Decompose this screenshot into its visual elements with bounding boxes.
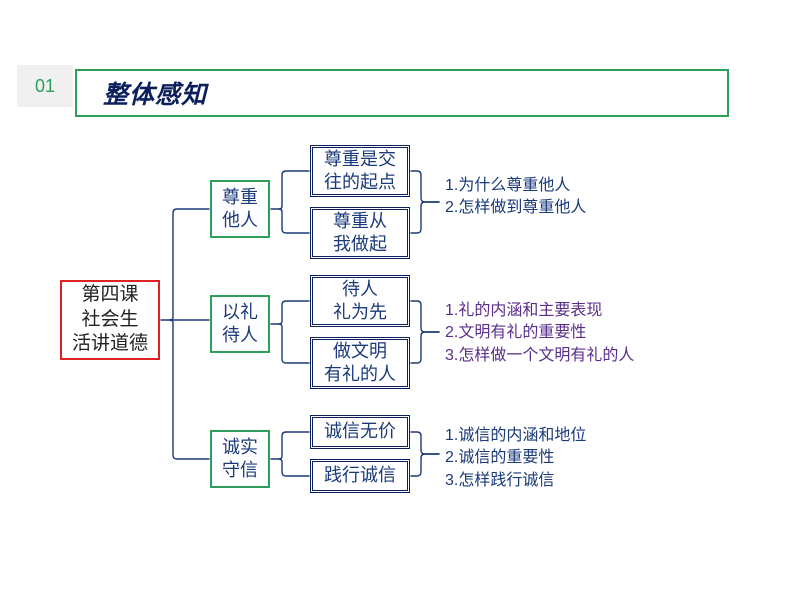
root-line3: 活讲道德 bbox=[72, 332, 148, 357]
leaf-3a: 诚信无价 bbox=[310, 415, 410, 449]
details-1: 1.为什么尊重他人 2.怎样做到尊重他人 bbox=[445, 175, 586, 220]
branch-2-line2: 待人 bbox=[222, 324, 258, 347]
leaf-2b: 做文明 有礼的人 bbox=[310, 337, 410, 389]
header-title: 整体感知 bbox=[103, 75, 207, 111]
leaf-1a-line1: 尊重是交 bbox=[324, 148, 396, 171]
header-title-box: 整体感知 bbox=[75, 69, 729, 117]
leaf-1a: 尊重是交 往的起点 bbox=[310, 145, 410, 197]
branch-1-line2: 他人 bbox=[222, 209, 258, 232]
root-line1: 第四课 bbox=[81, 283, 138, 308]
details-2-i3: 3.怎样做一个文明有礼的人 bbox=[445, 345, 634, 367]
branch-3-line1: 诚实 bbox=[222, 436, 258, 459]
branch-2: 以礼 待人 bbox=[210, 295, 270, 353]
leaf-2b-line1: 做文明 bbox=[333, 340, 387, 363]
leaf-3b: 践行诚信 bbox=[310, 459, 410, 493]
leaf-2a: 待人 礼为先 bbox=[310, 275, 410, 327]
leaf-1b-line2: 我做起 bbox=[333, 233, 387, 256]
branch-2-line1: 以礼 bbox=[222, 301, 258, 324]
details-1-i2: 2.怎样做到尊重他人 bbox=[445, 197, 586, 219]
header-number: 01 bbox=[35, 76, 55, 97]
branch-3-line2: 守信 bbox=[222, 459, 258, 482]
header-number-box: 01 bbox=[17, 65, 73, 107]
leaf-2a-line1: 待人 bbox=[342, 278, 378, 301]
root-box: 第四课 社会生 活讲道德 bbox=[60, 280, 160, 360]
leaf-1a-line2: 往的起点 bbox=[324, 171, 396, 194]
leaf-3b-text: 践行诚信 bbox=[324, 464, 396, 487]
leaf-2a-line2: 礼为先 bbox=[333, 301, 387, 324]
branch-3: 诚实 守信 bbox=[210, 430, 270, 488]
details-2-i1: 1.礼的内涵和主要表现 bbox=[445, 300, 634, 322]
details-2-i2: 2.文明有礼的重要性 bbox=[445, 322, 634, 344]
details-2: 1.礼的内涵和主要表现 2.文明有礼的重要性 3.怎样做一个文明有礼的人 bbox=[445, 300, 634, 367]
details-1-i1: 1.为什么尊重他人 bbox=[445, 175, 586, 197]
branch-1: 尊重 他人 bbox=[210, 180, 270, 238]
branch-1-line1: 尊重 bbox=[222, 186, 258, 209]
details-3-i1: 1.诚信的内涵和地位 bbox=[445, 425, 586, 447]
details-3: 1.诚信的内涵和地位 2.诚信的重要性 3.怎样践行诚信 bbox=[445, 425, 586, 492]
leaf-1b-line1: 尊重从 bbox=[333, 210, 387, 233]
root-line2: 社会生 bbox=[81, 308, 138, 333]
leaf-3a-text: 诚信无价 bbox=[324, 420, 396, 443]
leaf-1b: 尊重从 我做起 bbox=[310, 207, 410, 259]
details-3-i3: 3.怎样践行诚信 bbox=[445, 470, 586, 492]
details-3-i2: 2.诚信的重要性 bbox=[445, 447, 586, 469]
diagram: 第四课 社会生 活讲道德 尊重 他人 以礼 待人 诚实 守信 尊重是交 往的起点… bbox=[60, 145, 754, 576]
leaf-2b-line2: 有礼的人 bbox=[324, 363, 396, 386]
